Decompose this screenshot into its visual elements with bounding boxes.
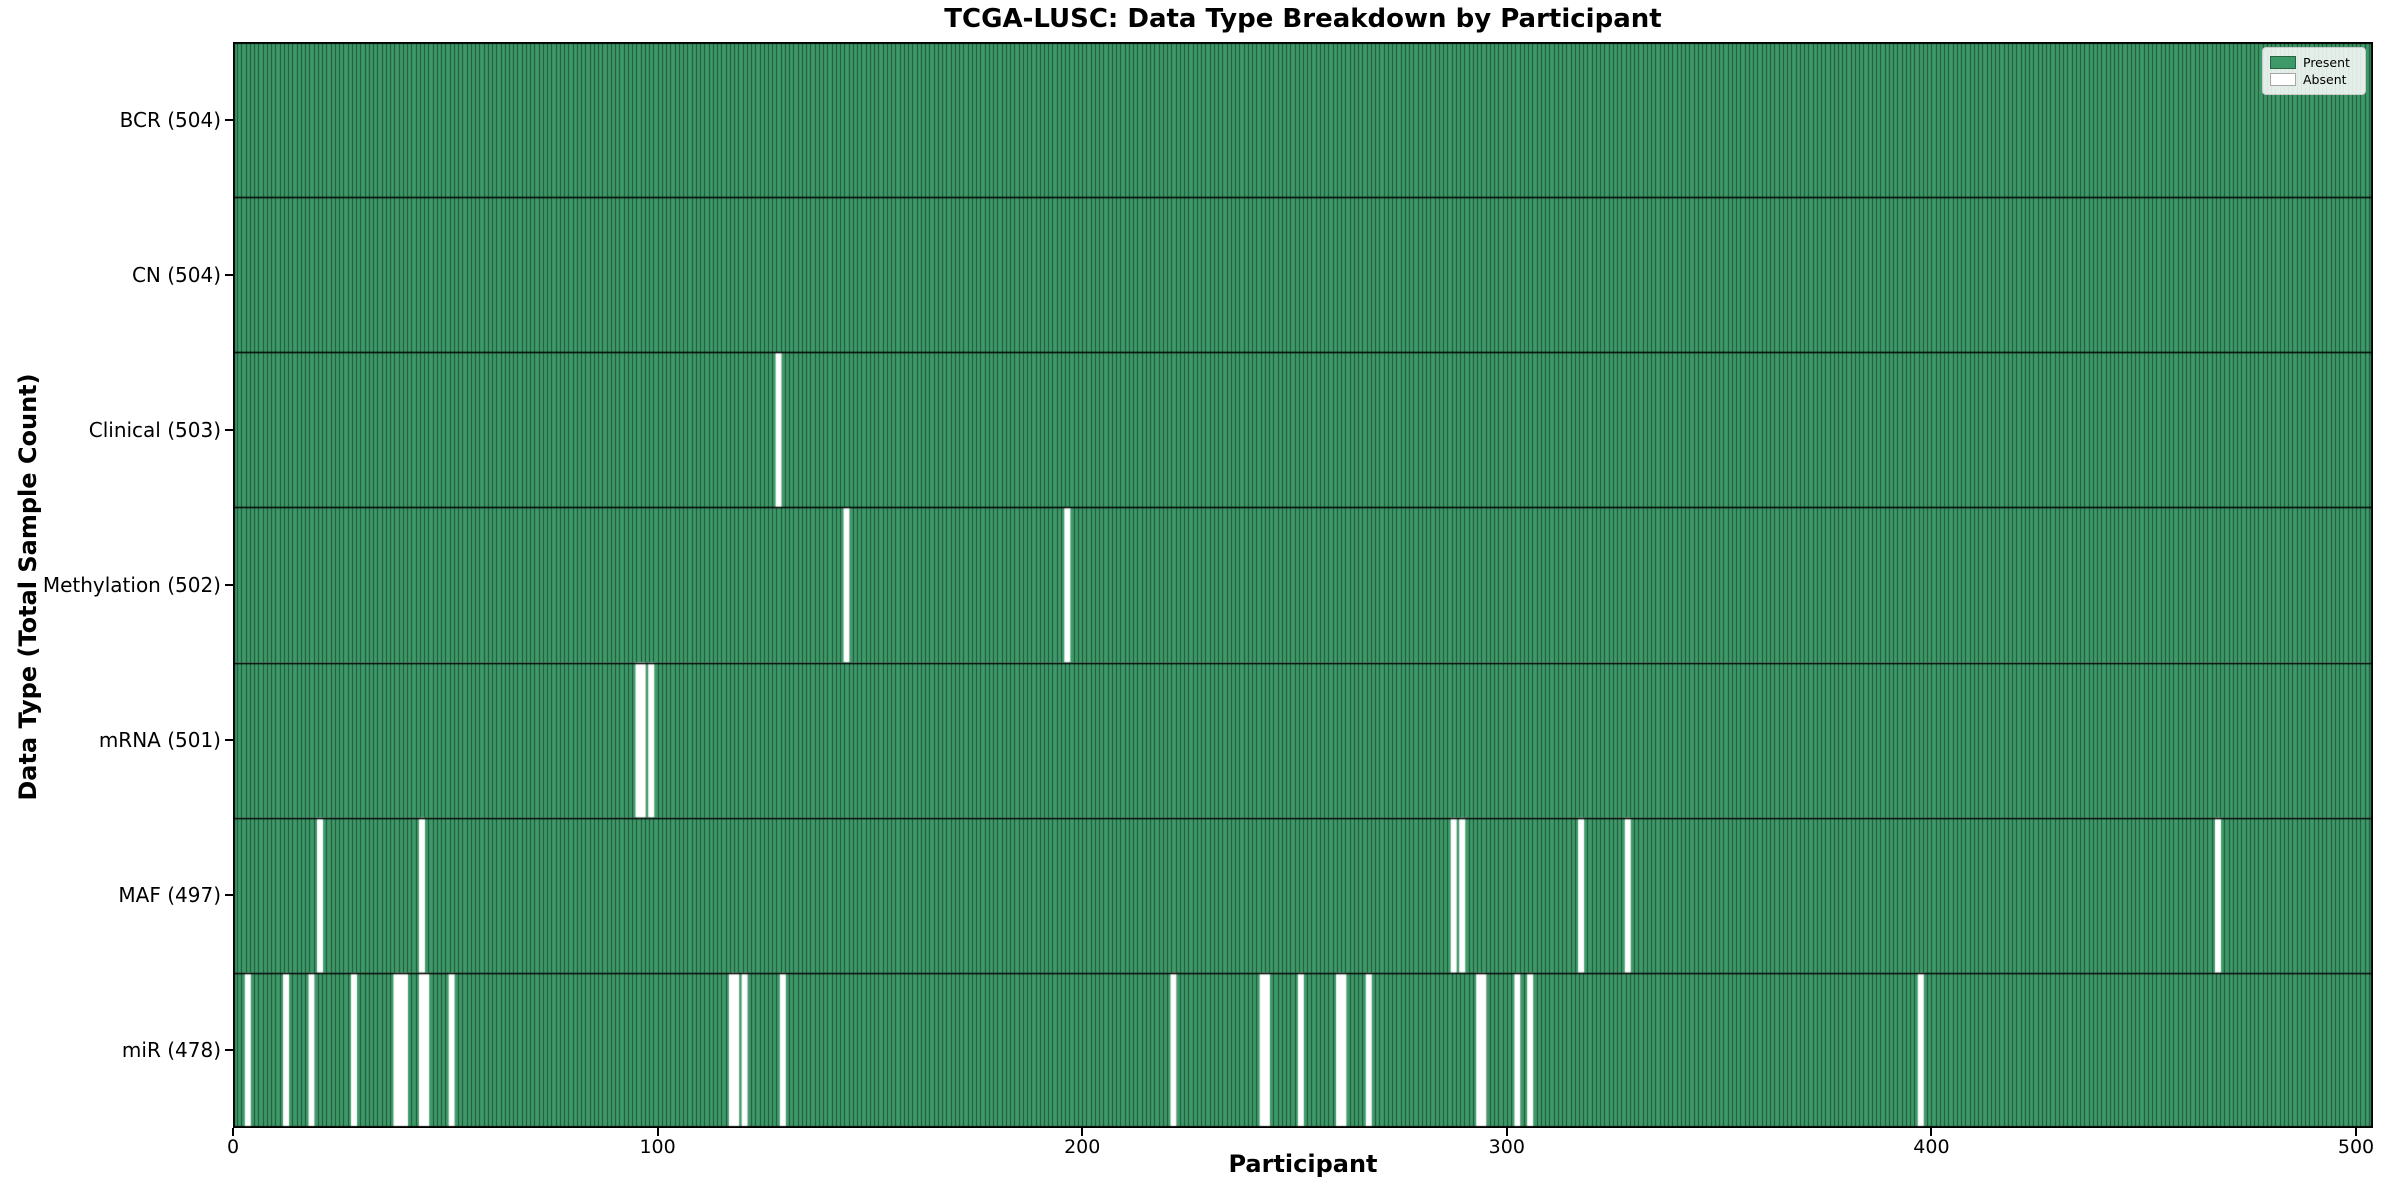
x-axis-label: Participant bbox=[1228, 1150, 1378, 1178]
legend-label-absent: Absent bbox=[2303, 72, 2347, 87]
ytick-mark-Methylation bbox=[225, 584, 233, 586]
ytick-mark-Clinical bbox=[225, 428, 233, 431]
ytick-mark-miR bbox=[225, 1049, 233, 1052]
absent-swatch-icon bbox=[2270, 73, 2296, 86]
xtick-label-300: 300 bbox=[1488, 1136, 1525, 1158]
xtick-mark-300 bbox=[1505, 1128, 1508, 1136]
ytick-label-mRNA: mRNA (501) bbox=[98, 728, 221, 753]
xtick-mark-0 bbox=[232, 1128, 234, 1136]
present-swatch-icon bbox=[2270, 56, 2296, 69]
chart-title: TCGA-LUSC: Data Type Breakdown by Partic… bbox=[944, 4, 1662, 34]
legend-entry-present: Present bbox=[2270, 55, 2358, 70]
xtick-mark-400 bbox=[1930, 1128, 1933, 1136]
ytick-mark-mRNA bbox=[225, 739, 233, 742]
ytick-label-BCR: BCR (504) bbox=[119, 107, 221, 132]
ytick-label-MAF: MAF (497) bbox=[118, 883, 221, 908]
ytick-label-Methylation: Methylation (502) bbox=[42, 573, 221, 597]
xtick-label-400: 400 bbox=[1913, 1136, 1950, 1158]
ytick-label-Clinical: Clinical (503) bbox=[88, 417, 221, 442]
xtick-label-200: 200 bbox=[1064, 1136, 1101, 1158]
ytick-mark-MAF bbox=[225, 894, 233, 897]
xtick-mark-100 bbox=[656, 1128, 659, 1136]
ytick-label-CN: CN (504) bbox=[131, 262, 221, 287]
ytick-mark-CN bbox=[225, 273, 233, 276]
legend-label-present: Present bbox=[2303, 55, 2350, 70]
xtick-label-0: 0 bbox=[226, 1136, 240, 1158]
presence-heatmap-plot bbox=[233, 42, 2373, 1128]
xtick-label-500: 500 bbox=[2337, 1136, 2375, 1158]
ytick-label-miR: miR (478) bbox=[121, 1038, 221, 1063]
xtick-mark-200 bbox=[1081, 1128, 1084, 1136]
legend-entry-absent: Absent bbox=[2270, 72, 2358, 87]
xtick-mark-500 bbox=[2355, 1128, 2358, 1136]
ytick-mark-BCR bbox=[225, 118, 233, 121]
xtick-label-100: 100 bbox=[639, 1136, 676, 1158]
legend: Present Absent bbox=[2262, 47, 2366, 95]
